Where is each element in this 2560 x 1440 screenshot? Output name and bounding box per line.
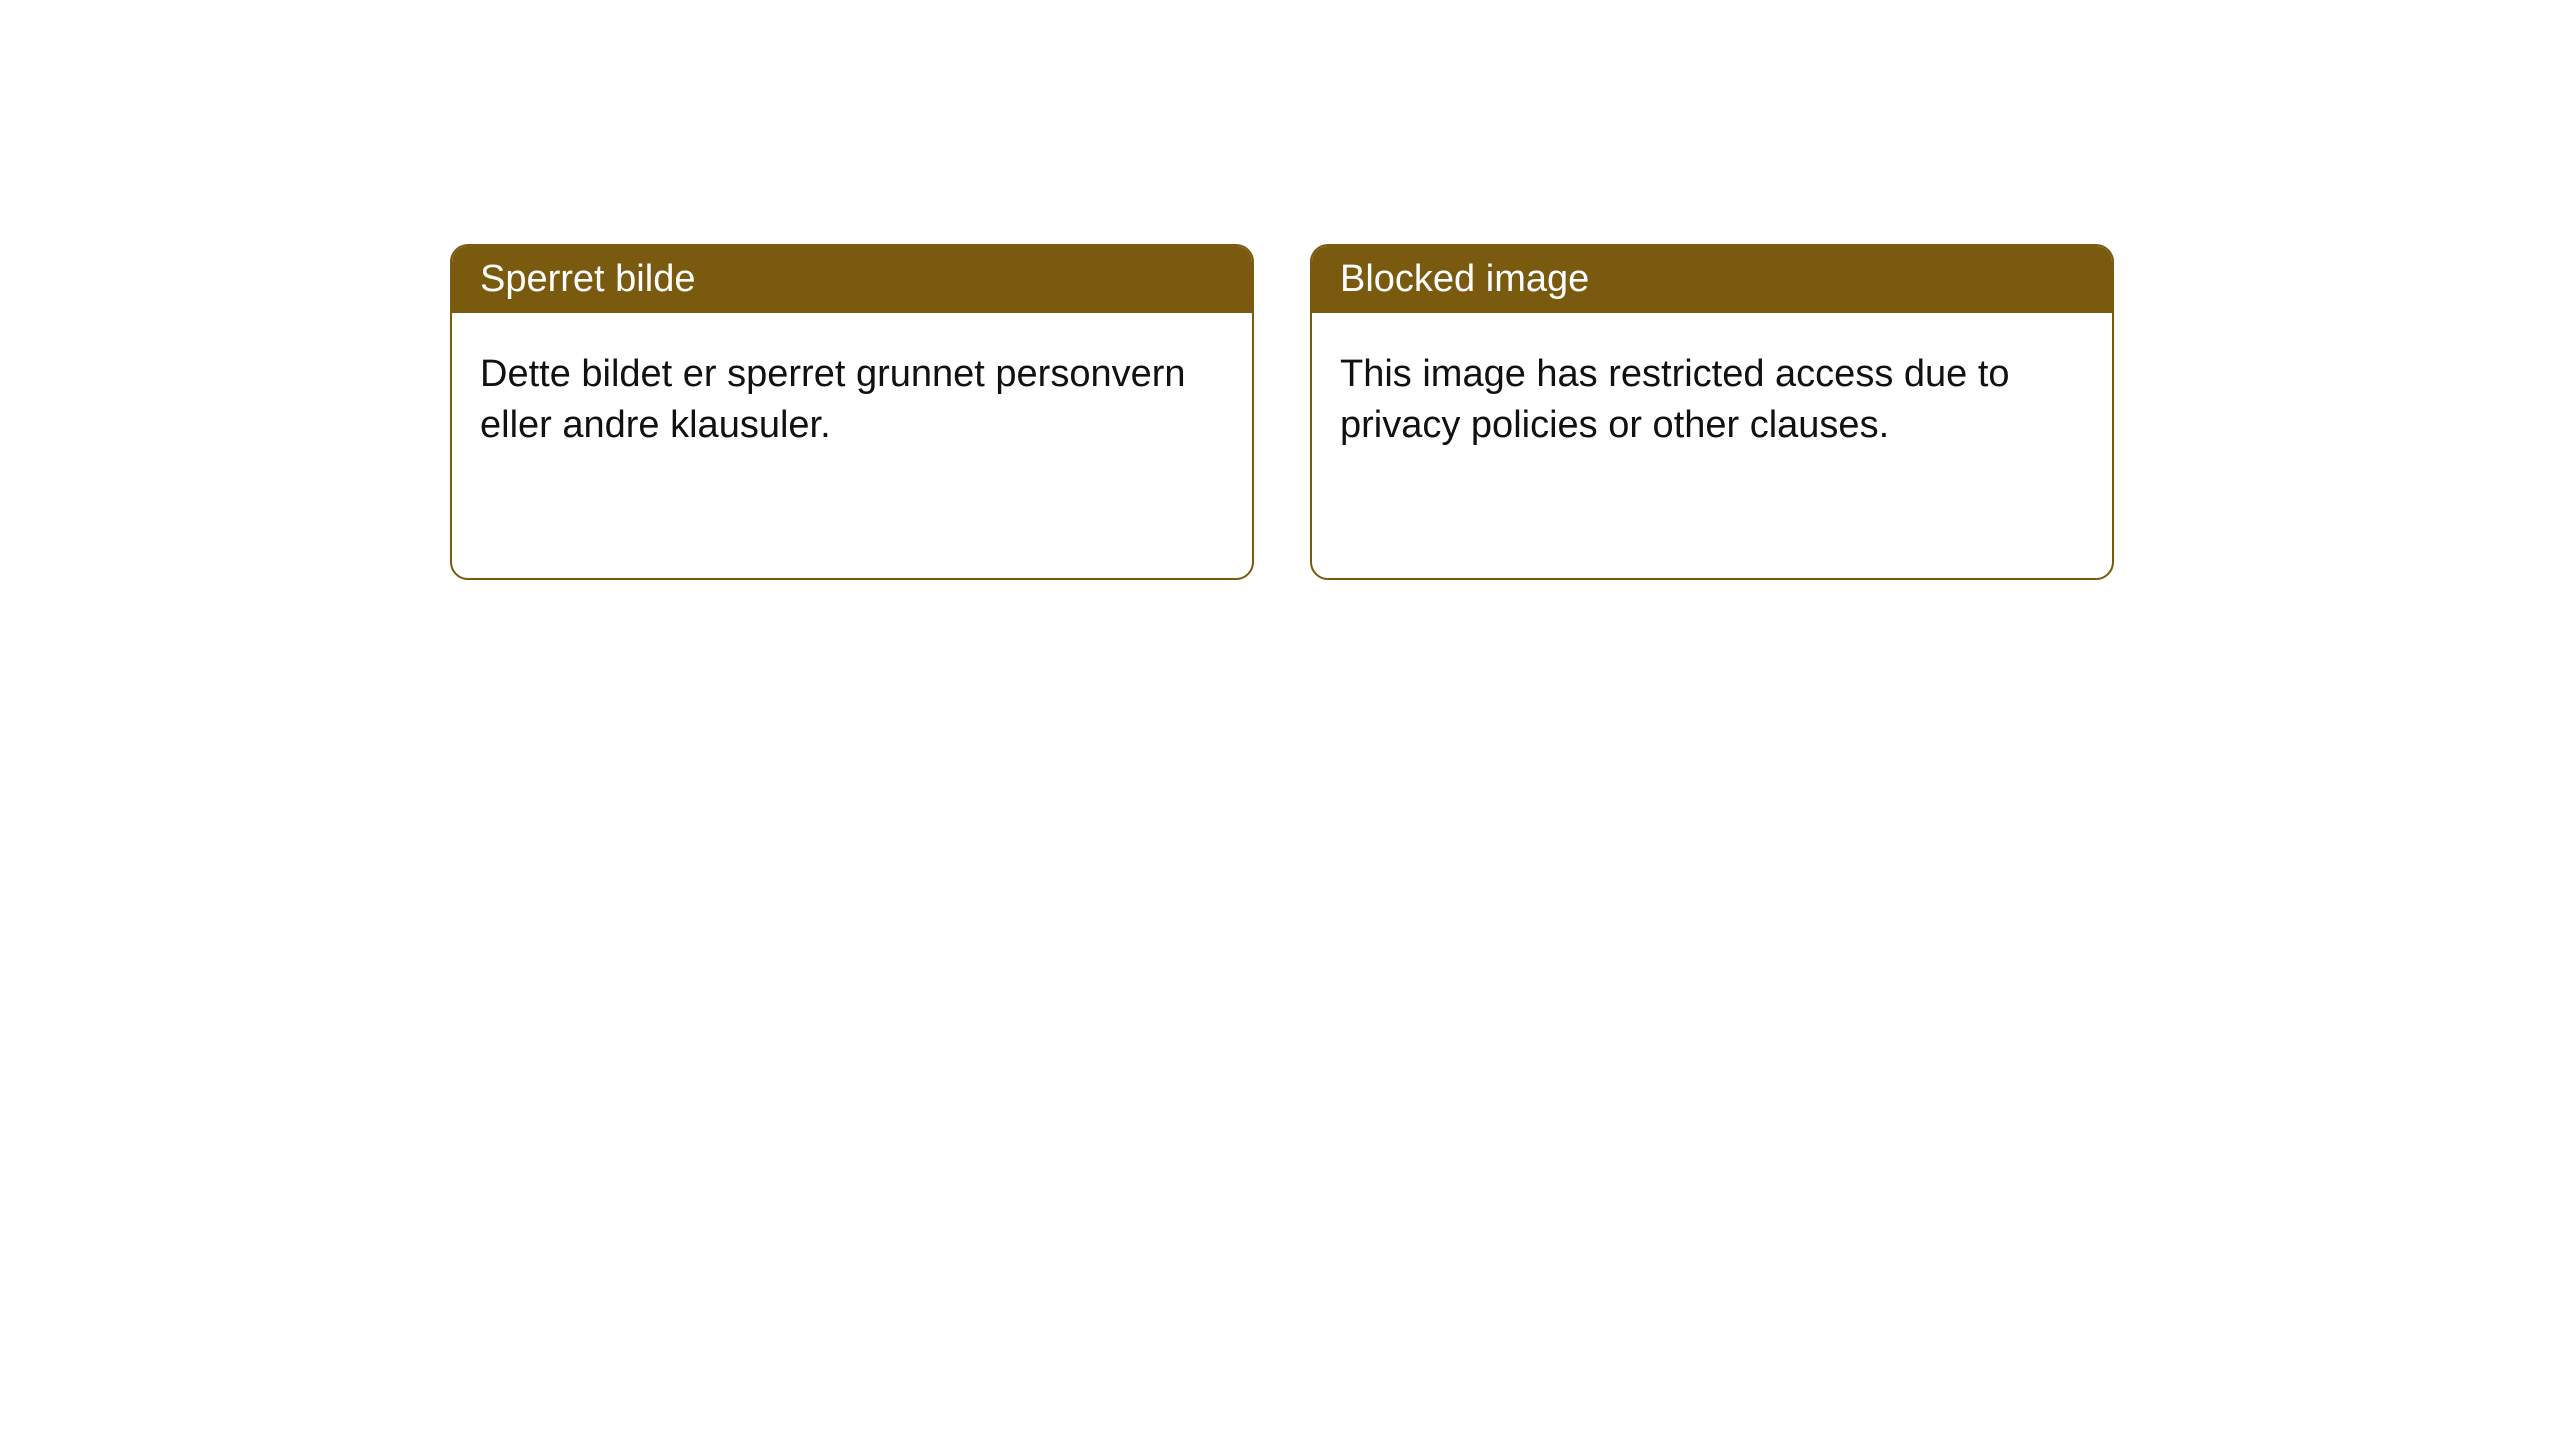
notice-container: Sperret bilde Dette bildet er sperret gr… [0, 0, 2560, 580]
card-header-text: Blocked image [1340, 258, 1589, 300]
card-body: Dette bildet er sperret grunnet personve… [452, 313, 1252, 488]
card-header: Sperret bilde [452, 246, 1252, 313]
card-header: Blocked image [1312, 246, 2112, 313]
card-body-text: Dette bildet er sperret grunnet personve… [480, 353, 1186, 446]
notice-card-norwegian: Sperret bilde Dette bildet er sperret gr… [450, 244, 1254, 580]
card-body-text: This image has restricted access due to … [1340, 353, 2010, 446]
card-header-text: Sperret bilde [480, 258, 695, 300]
notice-card-english: Blocked image This image has restricted … [1310, 244, 2114, 580]
card-body: This image has restricted access due to … [1312, 313, 2112, 488]
